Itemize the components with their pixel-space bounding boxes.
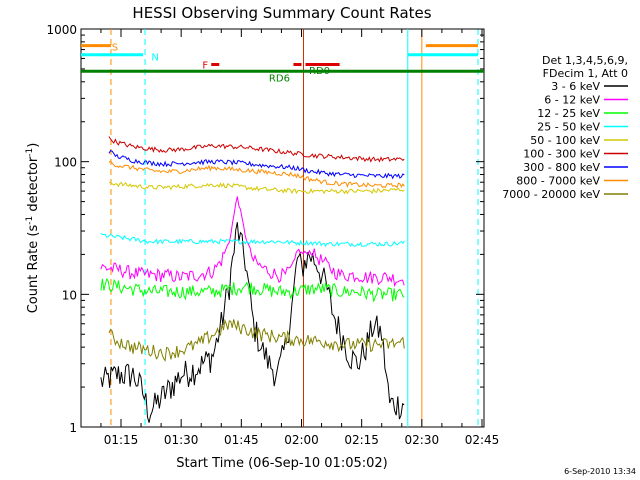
legend-entry-label: 6 - 12 keV xyxy=(544,94,600,107)
y-axis-label: Count Rate (s-1 detector-1) xyxy=(25,143,41,314)
plot-frame xyxy=(80,28,485,428)
flag-label: RD0 xyxy=(309,66,330,77)
y-tick-label: 100 xyxy=(54,156,77,170)
legend-entry-label: 300 - 800 keV xyxy=(523,161,600,174)
x-tick-label: 02:30 xyxy=(405,433,440,447)
x-tick-label: 02:15 xyxy=(344,433,379,447)
legend-header-line: Det 1,3,4,5,6,9, xyxy=(542,54,628,67)
x-tick-label: 01:30 xyxy=(164,433,199,447)
x-axis-label: Start Time (06-Sep-10 01:05:02) xyxy=(176,456,387,471)
series-line-4 xyxy=(108,181,405,195)
legend-entry-label: 7000 - 20000 keV xyxy=(502,188,600,201)
series-line-8 xyxy=(108,318,405,362)
flag-label: S xyxy=(112,42,118,53)
y-tick-label: 1 xyxy=(69,421,77,435)
series-line-6 xyxy=(108,149,405,180)
chart-title: HESSI Observing Summary Count Rates xyxy=(132,4,431,22)
legend: Det 1,3,4,5,6,9,FDecim 1, Att 03 - 6 keV… xyxy=(502,54,628,201)
series-line-1 xyxy=(100,196,405,288)
legend-entry-label: 12 - 25 keV xyxy=(537,107,600,120)
flag-label: RD6 xyxy=(269,74,290,85)
x-tick-label: 02:00 xyxy=(284,433,319,447)
x-tick-label: 01:45 xyxy=(224,433,259,447)
legend-entry-label: 100 - 300 keV xyxy=(523,148,600,161)
legend-entry-label: 3 - 6 keV xyxy=(551,80,600,93)
x-tick-label: 01:15 xyxy=(104,433,139,447)
date-stamp: 6-Sep-2010 13:34 xyxy=(564,467,636,476)
series-line-7 xyxy=(108,160,405,189)
legend-entry-label: 800 - 7000 keV xyxy=(516,175,600,188)
legend-header-line: FDecim 1, Att 0 xyxy=(543,67,628,80)
legend-entry-label: 50 - 100 keV xyxy=(530,134,600,147)
series-line-5 xyxy=(108,136,405,163)
series-line-0 xyxy=(100,222,405,423)
y-tick-label: 1000 xyxy=(46,23,77,37)
flag-label: F xyxy=(202,61,208,72)
x-tick-label: 02:45 xyxy=(465,433,500,447)
series-line-3 xyxy=(100,232,405,248)
y-tick-label: 10 xyxy=(62,288,77,302)
series-line-2 xyxy=(100,277,405,302)
legend-entry-label: 25 - 50 keV xyxy=(537,121,600,134)
flag-label: N xyxy=(151,53,158,64)
